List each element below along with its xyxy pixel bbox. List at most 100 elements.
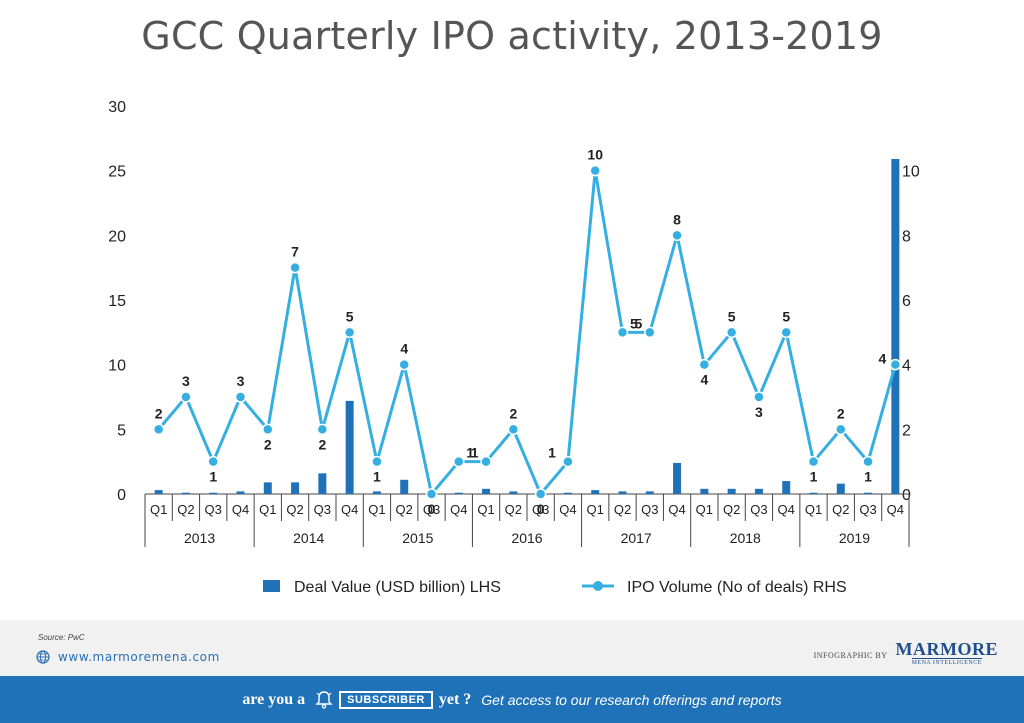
ipo-volume-point [453, 455, 465, 468]
ipo-volume-point [207, 455, 219, 468]
ipo-volume-data-label: 3 [755, 404, 763, 420]
ipo-volume-point [753, 391, 765, 403]
ipo-volume-point [343, 326, 356, 339]
deal-value-bar [782, 481, 791, 494]
ipo-volume-point [371, 455, 383, 468]
year-tick-label: 2018 [730, 530, 761, 546]
deal-value-bar [836, 483, 845, 494]
ipo-volume-point [725, 326, 738, 339]
footer-area [0, 620, 1024, 676]
deal-value-bar [318, 473, 327, 494]
quarter-tick-label: Q3 [750, 502, 767, 517]
quarter-tick-label: Q4 [232, 502, 249, 517]
ipo-volume-point [589, 164, 601, 177]
brand-tagline: MENA INTELLIGENCE [911, 658, 982, 666]
ipo-volume-data-label: 2 [837, 405, 845, 421]
deal-value-bar [727, 488, 736, 494]
left-tick-label: 25 [108, 164, 126, 181]
ipo-volume-point [480, 455, 492, 468]
ipo-volume-data-label: 1 [548, 445, 556, 461]
quarter-tick-label: Q1 [150, 502, 167, 517]
left-tick-label: 20 [108, 228, 126, 245]
infographic-by-label: INFOGRAPHIC BY [813, 651, 888, 660]
ipo-volume-point [507, 423, 520, 436]
year-tick-label: 2015 [402, 530, 433, 546]
right-tick-label: 8 [902, 228, 911, 245]
ipo-volume-data-label: 2 [318, 436, 326, 452]
deal-value-bar [509, 491, 518, 494]
quarter-tick-label: Q1 [368, 502, 385, 517]
quarter-tick-label: Q4 [450, 502, 467, 517]
quarter-tick-label: Q4 [778, 502, 795, 517]
ipo-volume-point [398, 358, 410, 371]
quarter-tick-label: Q1 [587, 502, 604, 517]
ipo-volume-data-label: 8 [673, 211, 681, 227]
source-note: Source: PwC [38, 633, 85, 642]
ipo-volume-point [835, 423, 847, 436]
left-tick-label: 0 [117, 487, 126, 504]
quarter-tick-label: Q1 [805, 502, 822, 517]
subscribe-banner[interactable]: are you a SUBSCRIBER yet ? Get access to… [0, 676, 1024, 723]
chart-title: GCC Quarterly IPO activity, 2013-2019 [141, 14, 883, 58]
deal-value-bar [563, 492, 572, 494]
quarter-tick-label: Q3 [205, 502, 222, 517]
quarter-tick-label: Q1 [259, 502, 276, 517]
deal-value-bar [700, 488, 709, 494]
ipo-volume-data-label: 5 [728, 308, 736, 324]
year-tick-label: 2016 [511, 530, 542, 546]
ipo-volume-data-label: 4 [700, 372, 708, 388]
quarter-tick-label: Q1 [477, 502, 494, 517]
deal-value-bar [372, 491, 381, 494]
ipo-volume-data-label: 1 [209, 469, 217, 485]
quarter-tick-label: Q2 [832, 502, 849, 517]
ipo-volume-data-label: 1 [864, 469, 872, 485]
quarter-tick-label: Q2 [396, 502, 413, 517]
ipo-volume-data-label: 1 [466, 445, 474, 461]
ipo-volume-data-label: 1 [373, 469, 381, 485]
ipo-volume-point [616, 326, 629, 339]
marmore-logo[interactable]: MARMORE MENA INTELLIGENCE [896, 640, 998, 666]
legend-line-marker [593, 581, 603, 591]
legend-bar-label: Deal Value (USD billion) LHS [294, 579, 501, 596]
deal-value-bar [891, 159, 900, 494]
website-text: www.marmoremena.com [58, 650, 220, 664]
quarter-tick-label: Q3 [641, 502, 658, 517]
bell-icon [315, 690, 333, 709]
ipo-volume-data-label: 3 [182, 373, 190, 389]
ipo-volume-point [180, 391, 192, 403]
globe-icon [36, 650, 50, 664]
ipo-volume-point [534, 488, 547, 500]
ipo-volume-data-label: 4 [400, 341, 408, 357]
deal-value-bar [482, 488, 491, 494]
deal-value-bar [645, 491, 654, 494]
ipo-volume-point [152, 423, 165, 436]
quarter-tick-label: Q2 [723, 502, 740, 517]
right-tick-label: 4 [902, 358, 911, 375]
subscriber-button[interactable]: SUBSCRIBER [339, 690, 433, 709]
website-link[interactable]: www.marmoremena.com [36, 650, 220, 664]
year-tick-label: 2014 [293, 530, 324, 546]
ipo-volume-data-label: 5 [782, 308, 790, 324]
deal-value-bar [154, 490, 163, 494]
quarter-tick-label: Q2 [505, 502, 522, 517]
ipo-volume-data-label: 0 [428, 501, 436, 517]
deal-value-bar [754, 488, 763, 494]
deal-value-bar [618, 491, 627, 494]
left-tick-label: 15 [108, 293, 126, 310]
deal-value-bar [809, 492, 818, 494]
ipo-volume-point [780, 326, 792, 339]
quarter-tick-label: Q2 [614, 502, 631, 517]
ipo-volume-point [698, 358, 711, 371]
year-tick-label: 2013 [184, 530, 215, 546]
quarter-tick-label: Q4 [559, 502, 576, 517]
ipo-volume-point [862, 455, 874, 468]
year-tick-label: 2019 [839, 530, 870, 546]
ipo-volume-data-label: 5 [346, 308, 354, 324]
ipo-volume-point [425, 488, 438, 500]
quarter-tick-label: Q4 [668, 502, 685, 517]
banner-text-a: are you a [242, 690, 306, 708]
brand-name: MARMORE [895, 639, 998, 659]
ipo-volume-data-label: 5 [635, 315, 643, 331]
banner-text-b: yet ? [438, 690, 472, 708]
